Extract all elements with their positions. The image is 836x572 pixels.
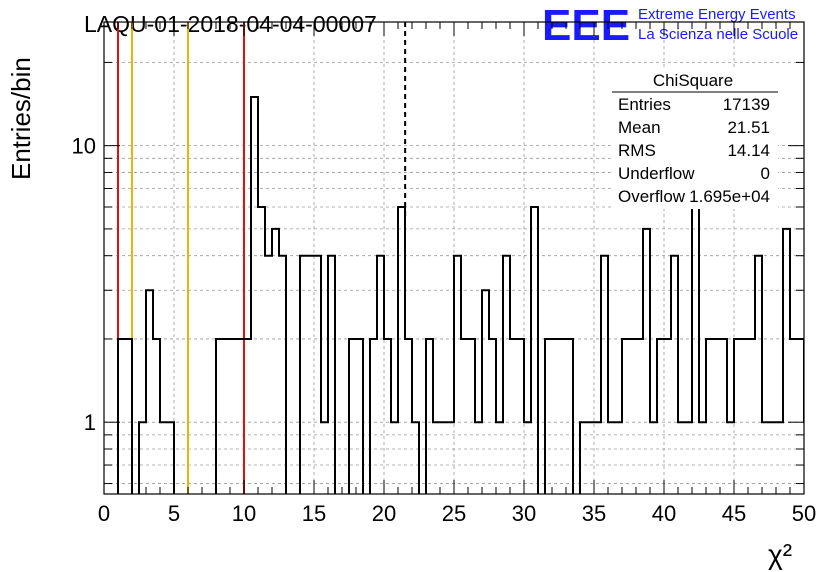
histogram-outline bbox=[117, 95, 804, 494]
x-tick-label: 30 bbox=[512, 501, 536, 526]
x-tick-label: 15 bbox=[302, 501, 326, 526]
x-tick-label: 25 bbox=[442, 501, 466, 526]
stats-label-rms: RMS bbox=[618, 141, 656, 160]
x-tick-label: 50 bbox=[792, 501, 816, 526]
x-tick-label: 40 bbox=[652, 501, 676, 526]
stats-label-entries: Entries bbox=[618, 95, 671, 114]
x-axis-label: χ² bbox=[768, 539, 792, 570]
stats-value-entries: 17139 bbox=[723, 95, 770, 114]
logo-line1: Extreme Energy Events bbox=[638, 6, 796, 23]
axes bbox=[103, 21, 805, 495]
x-tick-label: 35 bbox=[582, 501, 606, 526]
stats-label-mean: Mean bbox=[618, 118, 661, 137]
stats-label-overflow: Overflow bbox=[618, 187, 686, 206]
stats-value-rms: 14.14 bbox=[727, 141, 770, 160]
histogram-bins bbox=[117, 95, 804, 494]
stats-value-underflow: 0 bbox=[761, 164, 770, 183]
x-tick-label: 0 bbox=[98, 501, 110, 526]
eee-logo: EEE Extreme Energy Events La Scienza nel… bbox=[542, 1, 798, 50]
stats-label-underflow: Underflow bbox=[618, 164, 695, 183]
stats-box: ChiSquare Entries 17139 Mean 21.51 RMS 1… bbox=[612, 69, 778, 209]
y-axis-label: Entries/bin bbox=[6, 57, 36, 180]
tick-labels: 0 5 10 15 20 25 30 35 40 45 50 1 10 bbox=[72, 134, 817, 526]
y-tick-label: 1 bbox=[84, 410, 96, 435]
stats-value-overflow: 1.695e+04 bbox=[689, 187, 770, 206]
stats-title: ChiSquare bbox=[653, 71, 733, 90]
stats-value-mean: 21.51 bbox=[727, 118, 770, 137]
x-tick-label: 45 bbox=[722, 501, 746, 526]
y-tick-label: 10 bbox=[72, 134, 96, 159]
x-tick-label: 10 bbox=[232, 501, 256, 526]
logo-mark: EEE bbox=[542, 1, 630, 50]
x-tick-label: 20 bbox=[372, 501, 396, 526]
x-tick-label: 5 bbox=[168, 501, 180, 526]
logo-line2: La Scienza nelle Scuole bbox=[638, 26, 798, 43]
